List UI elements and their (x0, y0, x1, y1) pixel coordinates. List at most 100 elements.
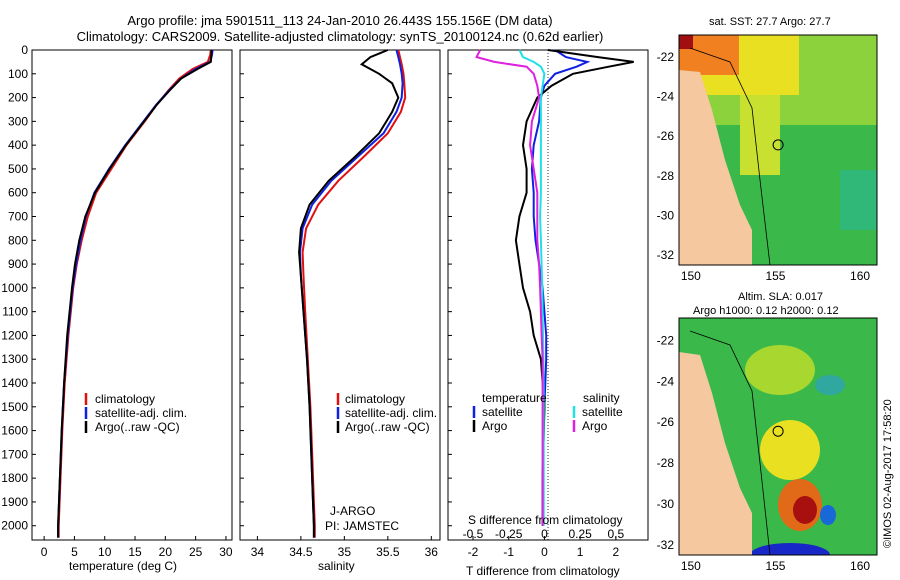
sst-coastal-band (740, 95, 780, 175)
legend-label-satellite: satellite-adj. clim. (345, 406, 437, 420)
legend-title-temperature: temperature (482, 391, 547, 405)
x-tick-label: 35.5 (376, 545, 400, 559)
depth-tick-label: 1400 (1, 376, 28, 390)
sst-argo-marker (772, 139, 784, 151)
x-tick-label: 5 (71, 545, 78, 559)
sst-lat-label: -26 (657, 129, 675, 143)
legend-label-argo: Argo(..raw -QC) (95, 420, 180, 434)
sla-lat-label: -28 (657, 456, 675, 470)
sst-map-frame (678, 34, 878, 266)
depth-tick-label: 1600 (1, 424, 28, 438)
salinity-xlabel: salinity (318, 559, 355, 573)
depth-tick-label: 200 (8, 91, 28, 105)
difference-legend: temperature satellite Argo salinity sate… (472, 391, 623, 433)
sst-lon-label: 160 (850, 269, 870, 283)
x-tick-label: 36 (425, 545, 439, 559)
sst-lon-label: 155 (765, 269, 785, 283)
profile-curves (57, 49, 634, 538)
sla-argo-marker (772, 425, 784, 437)
depth-tick-label: 900 (8, 257, 28, 271)
series-line-temperature-argo (514, 49, 634, 526)
sst-lat-label: -22 (657, 50, 675, 64)
legend-label-argo: Argo(..raw -QC) (345, 420, 430, 434)
sst-map-title: sat. SST: 27.7 Argo: 27.7 (709, 16, 831, 28)
x-tick-label: 0 (541, 545, 548, 559)
depth-tick-label: 600 (8, 186, 28, 200)
pi-line2: PI: JAMSTEC (325, 519, 399, 533)
x-tick-label: 15 (128, 545, 142, 559)
sst-lat-label: -24 (657, 89, 675, 103)
s-tick-label: 0.5 (608, 527, 625, 541)
x-tick-label: 1 (577, 545, 584, 559)
sla-lat-label: -30 (657, 497, 675, 511)
sla-map (679, 318, 877, 555)
sla-map-frame (678, 317, 878, 556)
legend-label-s-argo: Argo (582, 419, 608, 433)
sst-land (679, 70, 752, 265)
figure-title-line1: Argo profile: jma 5901511_113 24-Jan-201… (127, 13, 553, 28)
sst-cool-band (840, 170, 877, 230)
sst-lon-label: 150 (681, 269, 701, 283)
temperature-xlabel: temperature (deg C) (69, 559, 177, 573)
pi-line1: J-ARGO (330, 504, 375, 518)
sla-high-2 (760, 420, 820, 480)
depth-tick-label: 100 (8, 67, 28, 81)
sla-low-1 (815, 375, 845, 395)
depth-tick-label: 1800 (1, 471, 28, 485)
s-tick-label: -0.25 (495, 527, 523, 541)
sla-bathymetry-contour (689, 330, 771, 555)
sst-hottest-pixel (679, 35, 693, 49)
legend-label-climatology: climatology (345, 392, 405, 406)
sla-lat-label: -22 (657, 333, 675, 347)
depth-tick-label: 1200 (1, 328, 28, 342)
sla-map-title: Altim. SLA: 0.017 (738, 291, 823, 303)
t-difference-xlabel: T difference from climatology (466, 564, 620, 578)
x-tick-label: 25 (189, 545, 203, 559)
x-tick-label: 0 (41, 545, 48, 559)
temperature-legend: climatology satellite-adj. clim. Argo(..… (84, 392, 187, 434)
sst-lat-label: -32 (657, 248, 675, 262)
series-line-argo-raw-qc- (298, 49, 400, 538)
depth-tick-label: 1700 (1, 447, 28, 461)
sla-low-2 (820, 505, 836, 525)
sst-bathymetry-contour (689, 47, 771, 265)
series-line-argo-raw-qc- (57, 50, 213, 538)
salinity-panel (239, 49, 441, 541)
axes-group: 0100200300400500600700800900100011001200… (1, 43, 870, 573)
legend-label-satellite: satellite-adj. clim. (95, 406, 187, 420)
sla-lon-label: 160 (850, 559, 870, 573)
legend-label-t-argo: Argo (482, 419, 508, 433)
depth-tick-label: 800 (8, 233, 28, 247)
x-tick-label: 34 (251, 545, 265, 559)
difference-panel (447, 49, 649, 541)
s-tick-label: 0.25 (568, 527, 592, 541)
depth-tick-label: 1000 (1, 281, 28, 295)
x-tick-label: 34.5 (289, 545, 313, 559)
sla-map-subtitle: Argo h1000: 0.12 h2000: 0.12 (693, 305, 839, 317)
depth-tick-label: 300 (8, 114, 28, 128)
s-tick-label: 0 (541, 527, 548, 541)
series-line-salinity-argo (475, 49, 544, 526)
legend-label-s-satellite: satellite (582, 405, 623, 419)
s-tick-label: -0.5 (463, 527, 484, 541)
depth-tick-label: 1500 (1, 400, 28, 414)
sla-land (679, 352, 752, 555)
depth-tick-label: 2000 (1, 519, 28, 533)
x-tick-label: 10 (98, 545, 112, 559)
x-tick-label: 35 (338, 545, 352, 559)
sla-high-core (793, 496, 817, 524)
sla-lat-label: -32 (657, 538, 675, 552)
x-tick-label: -1 (503, 545, 514, 559)
temperature-panel (31, 49, 233, 541)
depth-tick-label: 1300 (1, 352, 28, 366)
x-tick-label: 30 (219, 545, 233, 559)
series-line-temperature-satellite (530, 49, 591, 526)
depth-tick-label: 400 (8, 138, 28, 152)
sla-lon-label: 150 (681, 559, 701, 573)
depth-tick-label: 500 (8, 162, 28, 176)
sst-lat-label: -28 (657, 169, 675, 183)
legend-title-salinity: salinity (583, 391, 620, 405)
figure-title-line2: Climatology: CARS2009. Satellite-adjuste… (76, 29, 604, 44)
x-tick-label: 2 (613, 545, 620, 559)
